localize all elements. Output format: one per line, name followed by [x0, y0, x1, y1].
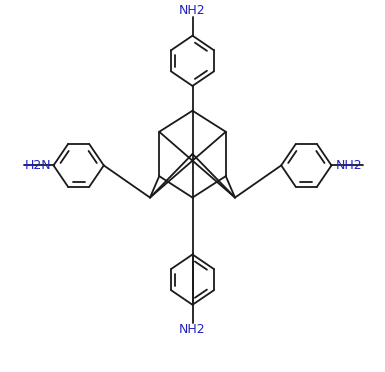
- Text: NH2: NH2: [179, 323, 206, 336]
- Text: NH2: NH2: [179, 4, 206, 17]
- Text: NH2: NH2: [336, 159, 363, 172]
- Text: H2N: H2N: [24, 159, 51, 172]
